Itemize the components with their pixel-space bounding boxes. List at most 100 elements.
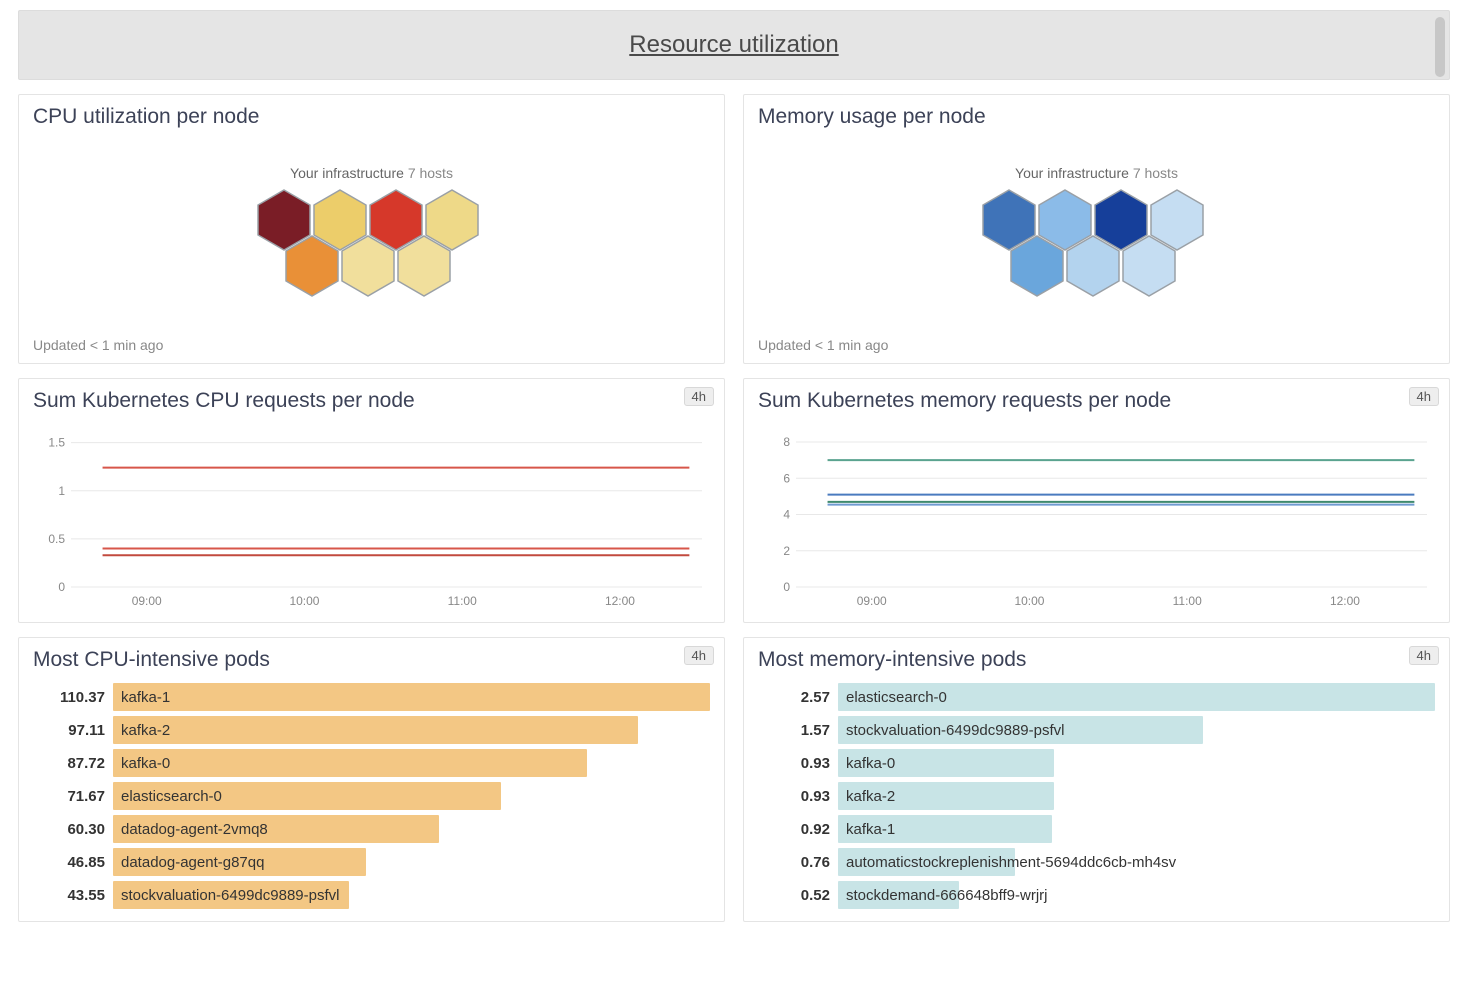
- panel-title: Memory usage per node: [744, 95, 1449, 135]
- toplist-row[interactable]: 0.92 kafka-1: [758, 814, 1435, 844]
- toplist-value: 2.57: [758, 689, 838, 706]
- toplist-bar: [113, 716, 638, 744]
- toplist-bar: [113, 749, 587, 777]
- toplist-row[interactable]: 71.67elasticsearch-0: [33, 781, 710, 811]
- toplist-value: 1.57: [758, 722, 838, 739]
- toplist-bar-wrap: stockvaluation-6499dc9889-psfvl: [113, 881, 710, 909]
- hostmap-hex[interactable]: [341, 235, 395, 297]
- panel-cpu-pods[interactable]: 4h Most CPU-intensive pods millicores 11…: [18, 637, 725, 922]
- row-toplists: 4h Most CPU-intensive pods millicores 11…: [18, 637, 1450, 922]
- toplist-bar-wrap: stockdemand-666648bff9-wrjrj: [838, 881, 1435, 909]
- toplist-bar-wrap: datadog-agent-g87qq: [113, 848, 710, 876]
- toplist-value: 97.11: [33, 722, 113, 739]
- toplist-value: 60.30: [33, 821, 113, 838]
- toplist-bar-wrap: datadog-agent-2vmq8: [113, 815, 710, 843]
- panel-memory-requests[interactable]: 4h Sum Kubernetes memory requests per no…: [743, 378, 1450, 623]
- svg-text:10:00: 10:00: [289, 594, 319, 608]
- toplist-label: kafka-0: [846, 749, 895, 777]
- linechart-cpu[interactable]: 00.511.509:0010:0011:0012:00: [19, 419, 724, 623]
- panel-title: Sum Kubernetes CPU requests per node: [19, 379, 724, 419]
- toplist-bar-wrap: kafka-1: [113, 683, 710, 711]
- toplist-value: 110.37: [33, 689, 113, 706]
- hex-cluster-cpu[interactable]: [257, 189, 487, 299]
- infra-prefix: Your infrastructure: [290, 165, 404, 181]
- updated-label: Updated < 1 min ago: [33, 337, 163, 353]
- svg-text:2: 2: [783, 544, 790, 558]
- toplist-bar-wrap: kafka-0: [113, 749, 710, 777]
- row-hostmaps: CPU utilization per node Your infrastruc…: [18, 94, 1450, 364]
- toplist-cpu[interactable]: millicores 110.37kafka-197.11kafka-287.7…: [19, 678, 724, 922]
- svg-text:10:00: 10:00: [1014, 594, 1044, 608]
- host-count: 7 hosts: [408, 165, 453, 181]
- toplist-label: elasticsearch-0: [121, 782, 222, 810]
- time-badge[interactable]: 4h: [684, 646, 714, 665]
- svg-text:6: 6: [783, 471, 790, 485]
- hostmap-hex[interactable]: [397, 235, 451, 297]
- toplist-bar-wrap: automaticstockreplenishment-5694ddc6cb-m…: [838, 848, 1435, 876]
- svg-text:09:00: 09:00: [857, 594, 887, 608]
- svg-text:1: 1: [58, 484, 65, 498]
- toplist-row[interactable]: 0.76 automaticstockreplenishment-5694ddc6…: [758, 847, 1435, 877]
- linechart-memory[interactable]: 0246809:0010:0011:0012:00: [744, 419, 1449, 623]
- hostmap-hex[interactable]: [285, 235, 339, 297]
- panel-title: Most CPU-intensive pods: [19, 638, 724, 678]
- svg-text:11:00: 11:00: [448, 594, 477, 608]
- toplist-bar-wrap: kafka-0: [838, 749, 1435, 777]
- panel-memory-hostmap[interactable]: Memory usage per node Your infrastructur…: [743, 94, 1450, 364]
- toplist-value: 0.76: [758, 854, 838, 871]
- svg-text:0.5: 0.5: [48, 532, 65, 546]
- toplist-label: kafka-2: [121, 716, 170, 744]
- toplist-value: 0.93: [758, 788, 838, 805]
- hex-cluster-memory[interactable]: [982, 189, 1212, 299]
- svg-text:11:00: 11:00: [1173, 594, 1202, 608]
- toplist-label: datadog-agent-g87qq: [121, 848, 264, 876]
- svg-text:09:00: 09:00: [132, 594, 162, 608]
- toplist-row[interactable]: 97.11 kafka-2: [33, 715, 710, 745]
- toplist-value: 0.92: [758, 821, 838, 838]
- time-badge[interactable]: 4h: [684, 387, 714, 406]
- scrollbar-thumb[interactable]: [1435, 17, 1445, 77]
- toplist-row[interactable]: 87.72 kafka-0: [33, 748, 710, 778]
- infra-prefix: Your infrastructure: [1015, 165, 1129, 181]
- hostmap-hex[interactable]: [1010, 235, 1064, 297]
- svg-text:4: 4: [783, 508, 790, 522]
- toplist-row[interactable]: 2.57 elasticsearch-0: [758, 682, 1435, 712]
- toplist-row[interactable]: 43.55stockvaluation-6499dc9889-psfvl: [33, 880, 710, 910]
- time-badge[interactable]: 4h: [1409, 646, 1439, 665]
- toplist-label: stockvaluation-6499dc9889-psfvl: [121, 881, 339, 909]
- toplist-value: 0.93: [758, 755, 838, 772]
- svg-text:12:00: 12:00: [1330, 594, 1360, 608]
- toplist-row[interactable]: 60.30 datadog-agent-2vmq8: [33, 814, 710, 844]
- svg-text:8: 8: [783, 435, 790, 449]
- toplist-bar-wrap: kafka-2: [838, 782, 1435, 810]
- toplist-label: kafka-1: [846, 815, 895, 843]
- toplist-value: 87.72: [33, 755, 113, 772]
- toplist-bar-wrap: elasticsearch-0: [113, 782, 710, 810]
- toplist-row[interactable]: 0.52stockdemand-666648bff9-wrjrj: [758, 880, 1435, 910]
- toplist-label: elasticsearch-0: [846, 683, 947, 711]
- toplist-bar-wrap: stockvaluation-6499dc9889-psfvl: [838, 716, 1435, 744]
- toplist-row[interactable]: 110.37kafka-1: [33, 682, 710, 712]
- hostmap-hex[interactable]: [1066, 235, 1120, 297]
- toplist-label: stockdemand-666648bff9-wrjrj: [846, 881, 1048, 909]
- toplist-row[interactable]: 1.57stockvaluation-6499dc9889-psfvl: [758, 715, 1435, 745]
- panel-memory-pods[interactable]: 4h Most memory-intensive pods gibibytes …: [743, 637, 1450, 922]
- toplist-label: automaticstockreplenishment-5694ddc6cb-m…: [846, 848, 1176, 876]
- section-header: Resource utilization: [18, 10, 1450, 80]
- panel-cpu-hostmap[interactable]: CPU utilization per node Your infrastruc…: [18, 94, 725, 364]
- hostmap-hex[interactable]: [1122, 235, 1176, 297]
- toplist-row[interactable]: 46.85 datadog-agent-g87qq: [33, 847, 710, 877]
- time-badge[interactable]: 4h: [1409, 387, 1439, 406]
- toplist-value: 46.85: [33, 854, 113, 871]
- toplist-row[interactable]: 0.93 kafka-0: [758, 748, 1435, 778]
- panel-title: Most memory-intensive pods: [744, 638, 1449, 678]
- section-title: Resource utilization: [19, 31, 1449, 59]
- svg-text:1.5: 1.5: [48, 436, 65, 450]
- toplist-memory[interactable]: gibibytes 2.57elasticsearch-01.57stockva…: [744, 678, 1449, 922]
- toplist-label: datadog-agent-2vmq8: [121, 815, 268, 843]
- toplist-bar-wrap: kafka-2: [113, 716, 710, 744]
- toplist-row[interactable]: 0.93kafka-2: [758, 781, 1435, 811]
- toplist-label: kafka-0: [121, 749, 170, 777]
- panel-cpu-requests[interactable]: 4h Sum Kubernetes CPU requests per node …: [18, 378, 725, 623]
- row-linecharts: 4h Sum Kubernetes CPU requests per node …: [18, 378, 1450, 623]
